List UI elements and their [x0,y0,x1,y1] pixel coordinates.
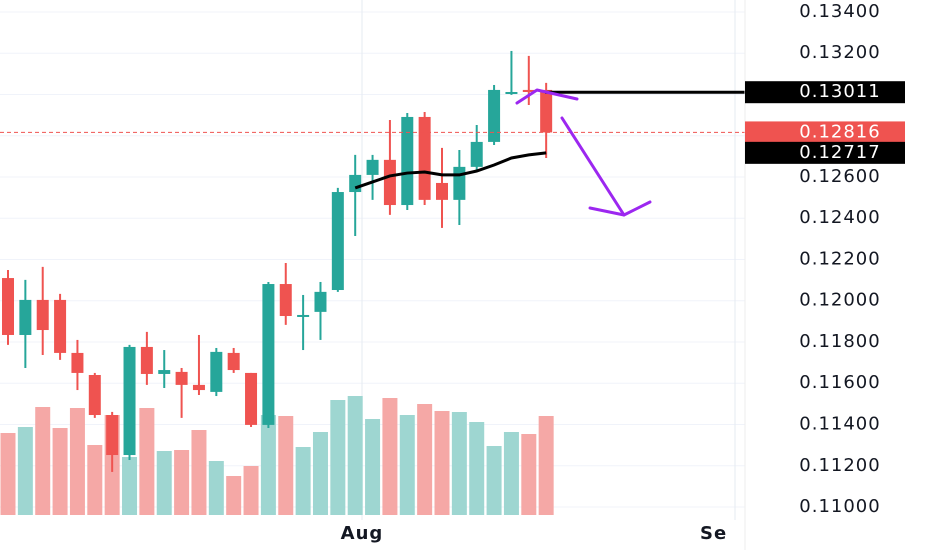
candle-body [210,351,223,392]
price-label-box [745,81,905,104]
candle-body [349,174,362,193]
volume-bar [434,411,450,515]
candle-body [331,192,344,291]
arrow-head-up [515,88,579,105]
candle-body [245,372,258,425]
candle-body [522,89,535,92]
candle-body [175,371,188,385]
candle-body [54,299,67,353]
candle-body [88,374,101,416]
x-tick-label: Aug [341,523,384,544]
candle-body [540,89,553,133]
volume-bar [243,466,259,515]
candle-body [470,141,483,167]
volume-bar [226,476,242,515]
y-tick-label: 0.11200 [799,455,880,476]
volume-bar [451,412,467,515]
y-tick-label: 0.11800 [799,331,880,352]
candle-body [227,352,240,371]
candle-body [106,415,119,456]
price-label: 0.13011 [799,81,880,102]
volume-bar [156,451,172,515]
price-label: 0.12816 [799,121,880,142]
volume-bar [382,398,398,515]
volume-bar [278,416,294,515]
price-label-box [745,141,905,164]
candle-body [297,314,310,317]
y-tick-label: 0.12600 [799,166,880,187]
volume-bar [330,400,346,515]
drawing-arrow [515,88,652,217]
candle-body [366,159,379,175]
volume-bar [122,457,138,515]
volume-bar [139,408,155,515]
candle-body [192,384,205,391]
price-label-box [745,121,905,144]
volume-bar [365,419,381,515]
x-tick-label: Se [700,523,727,544]
volume-bar [312,432,328,515]
volume-bar [486,446,502,515]
volume-bar [191,430,207,515]
candle-body [418,116,431,200]
volume-bar [521,434,537,515]
y-tick-label: 0.12000 [799,290,880,311]
volume-bar [208,461,224,515]
arrow-shaft [560,116,626,217]
candle-body [505,91,518,94]
volume-bar [69,408,85,515]
moving-average [354,151,547,190]
candle-body [71,352,84,373]
volume-bar [399,415,415,515]
volume-bar [538,416,554,515]
candle-body [279,284,292,317]
volume-bar [503,432,519,515]
candle-body [2,278,14,335]
candle-body [262,284,275,425]
volume-bar [87,445,103,515]
volume-bar [17,427,33,515]
price-label: 0.12717 [799,142,880,163]
candle-body [314,291,327,312]
y-tick-label: 0.13400 [799,1,880,22]
volume-bar [35,407,51,515]
volume-bar [52,428,68,515]
candle-body [123,346,136,456]
y-tick-label: 0.11600 [799,372,880,393]
volume-bar [347,396,363,515]
candle-body [19,299,32,335]
candle-body [436,182,448,200]
candle-body [488,89,501,142]
candle-body [401,116,414,206]
volume-bar [295,447,311,515]
volume-bar [0,433,16,515]
arrow-head-down [588,200,652,217]
y-tick-label: 0.12200 [799,248,880,269]
candle-body [453,166,466,200]
candle-body [36,299,49,331]
candle-body [383,159,396,206]
y-tick-label: 0.12400 [799,207,880,228]
y-tick-label: 0.11400 [799,413,880,434]
candle-body [158,370,171,374]
y-tick-label: 0.11000 [799,496,880,517]
candle-body [140,346,153,374]
volume-bar [174,450,190,515]
volume-bar [260,415,276,515]
volume-bar [417,404,433,515]
volume-bar [469,422,485,515]
y-tick-label: 0.13200 [799,42,880,63]
